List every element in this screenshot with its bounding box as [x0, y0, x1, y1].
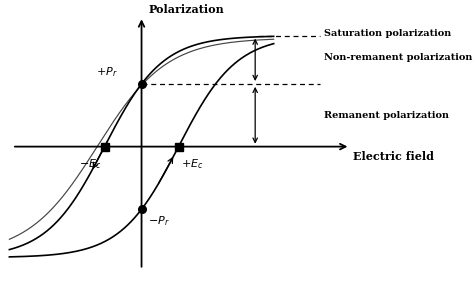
Text: Electric field: Electric field [353, 151, 434, 162]
Text: $-P_r$: $-P_r$ [148, 214, 170, 228]
Text: $+P_r$: $+P_r$ [96, 65, 118, 79]
Text: Non-remanent polarization: Non-remanent polarization [324, 53, 472, 62]
Text: $-E_c$: $-E_c$ [79, 157, 102, 171]
Text: Polarization: Polarization [148, 4, 224, 15]
Text: Saturation polarization: Saturation polarization [324, 29, 451, 38]
Text: Remanent polarization: Remanent polarization [324, 111, 449, 120]
Text: $+E_c$: $+E_c$ [181, 157, 204, 171]
